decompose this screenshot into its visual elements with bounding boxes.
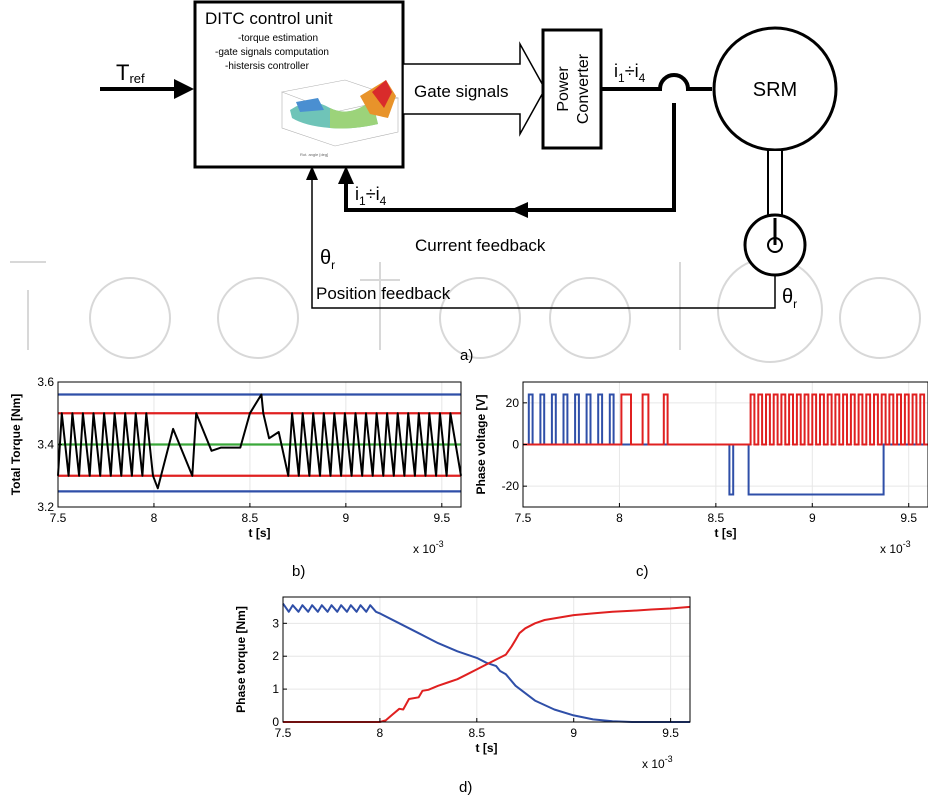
power-converter-label-2: Converter [575,53,592,124]
svg-text:Rot. angle [deg]: Rot. angle [deg] [300,152,328,157]
chart-phase-voltage: 7.5 8 8.5 9 9.5 -20 0 20 Phase voltage [V] t [s… [474,381,928,556]
series-line-0 [282,603,690,723]
caption-a: a) [460,347,473,364]
chart-c-x-multiplier: x 10-3 [880,539,911,556]
chart-d-ylabel: Phase torque [Nm] [234,606,248,713]
ditc-item-1: -torque estimation [238,33,318,44]
x-tick-label: 8.5 [708,511,725,525]
caption-c: c) [636,563,649,580]
chart-b-x-multiplier: x 10-3 [413,539,444,556]
x-tick-label: 8.5 [242,511,259,525]
x-tick-label: 9.5 [662,726,679,740]
y-tick-label: 0 [272,715,279,729]
current-label-top: i1÷i4 [614,61,646,85]
position-feedback-line [311,176,776,309]
x-tick-label: 7.5 [50,511,67,525]
chart-c-marks [523,393,928,496]
chart-b-ylabel: Total Torque [Nm] [9,394,23,496]
tref-label: Tref [116,60,145,86]
y-tick-label: 3.4 [37,438,54,452]
x-tick-label: 9 [343,511,350,525]
ditc-title: DITC control unit [205,9,333,28]
srm-label: SRM [753,79,797,101]
ditc-item-3: -histersis controller [225,61,310,72]
chart-d-x-multiplier: x 10-3 [642,754,673,771]
position-feedback-arrowhead [306,166,318,180]
y-tick-label: 3 [272,616,279,630]
y-tick-label: -20 [502,479,520,493]
chart-c-xlabel: t [s] [715,526,737,540]
y-tick-label: 3.6 [37,375,54,389]
chart-d-ticks: 7.5 8 8.5 9 9.5 0 1 2 3 [272,616,679,740]
current-label-feedback: i1÷i4 [355,184,387,208]
gate-signals-label: Gate signals [414,82,509,101]
x-tick-label: 7.5 [515,511,532,525]
caption-d: d) [459,779,472,796]
x-tick-label: 9.5 [433,511,450,525]
series-line-1 [283,605,691,723]
y-tick-label: 20 [506,396,520,410]
chart-b-xlabel: t [s] [249,526,271,540]
x-tick-label: 8.5 [468,726,485,740]
power-converter-box [541,28,603,150]
x-tick-label: 8 [151,511,158,525]
chart-d-xlabel: t [s] [476,741,498,755]
chart-total-torque: 7.5 8 8.5 9 9.5 3.2 3.4 3.6 Total Torque [Nm] t… [9,375,462,556]
current-feedback-arrowhead-up [338,166,354,184]
x-tick-label: 9.5 [900,511,917,525]
voltage-pulse-series-1 [523,393,928,446]
chart-c-ylabel: Phase voltage [V] [474,394,488,494]
motor-shaft [767,149,783,219]
caption-b: b) [292,563,305,580]
gate-signals-arrow [402,41,546,137]
x-tick-label: 7.5 [275,726,292,740]
phase-current-line [601,73,712,91]
x-tick-label: 8 [377,726,384,740]
current-feedback-arrowhead-left [510,202,528,218]
y-tick-label: 0 [512,438,519,452]
y-tick-label: 1 [272,682,279,696]
chart-d-marks [282,603,691,723]
y-tick-label: 3.2 [37,500,54,514]
chart-b-ticks: 7.5 8 8.5 9 9.5 3.2 3.4 3.6 [37,375,450,525]
chart-d-grid [282,597,690,723]
tref-arrowhead [174,79,194,99]
surface-plot-thumbnail: Rot. angle [deg] [280,79,400,157]
x-tick-label: 9 [809,511,816,525]
y-tick-label: 2 [272,649,279,663]
position-feedback-label: Position feedback [316,284,451,303]
current-feedback-label: Current feedback [415,236,546,255]
chart-d-frame [282,596,691,723]
chart-c-ticks: 7.5 8 8.5 9 9.5 -20 0 20 [502,396,918,525]
block-diagram: Tref DITC control unit -torque estimatio… [100,0,838,311]
theta-label-left: θr [320,247,335,272]
ditc-item-2: -gate signals computation [215,47,329,58]
x-tick-label: 8 [616,511,623,525]
chart-b-marks [57,393,462,493]
series-line-0 [57,393,462,490]
theta-label-right: θr [782,286,797,311]
x-tick-label: 9 [570,726,577,740]
power-converter-label-1: Power [555,66,572,112]
